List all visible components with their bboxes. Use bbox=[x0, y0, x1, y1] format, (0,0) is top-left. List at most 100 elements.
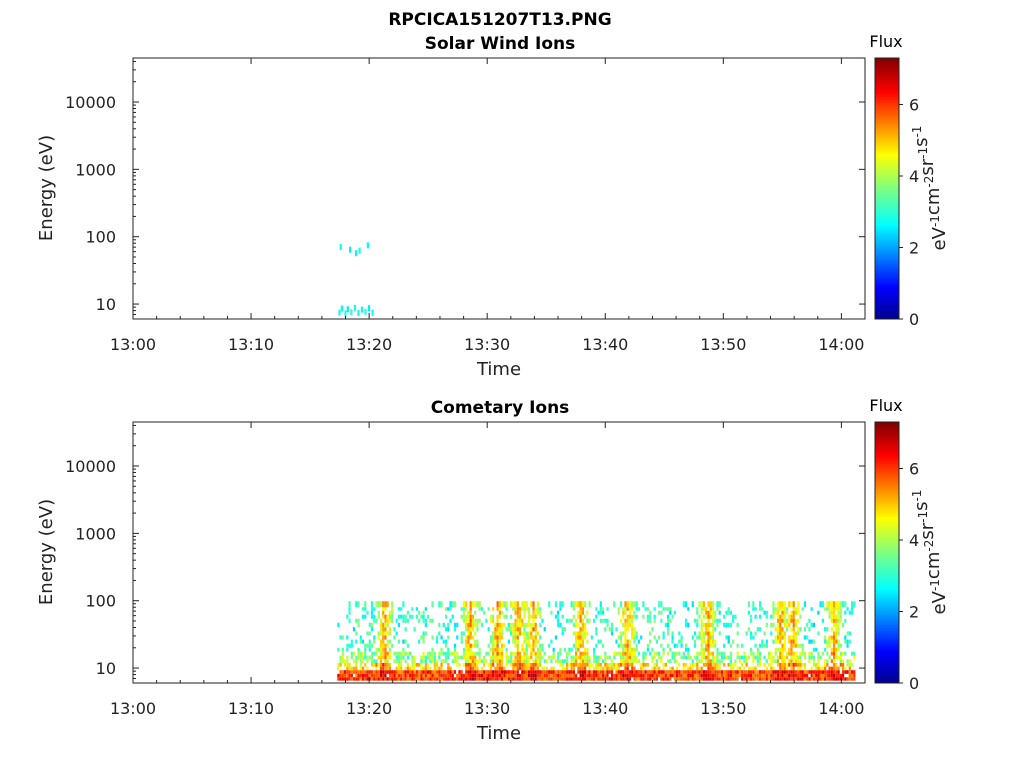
heatmap-cell bbox=[509, 601, 513, 608]
heatmap-cell bbox=[736, 643, 739, 648]
heatmap-cell bbox=[830, 607, 833, 611]
heatmap-cell bbox=[828, 639, 831, 644]
heatmap-cell bbox=[709, 635, 712, 640]
heatmap-cell bbox=[489, 659, 492, 663]
heatmap-cell bbox=[561, 673, 564, 678]
heatmap-cell bbox=[521, 666, 524, 671]
heatmap-cell bbox=[758, 677, 762, 681]
heatmap-cell bbox=[370, 659, 374, 663]
heatmap-cell bbox=[590, 635, 593, 640]
heatmap-cell bbox=[429, 677, 432, 681]
heatmap-cell bbox=[469, 662, 472, 667]
heatmap-cell bbox=[536, 666, 540, 671]
heatmap-cell bbox=[348, 662, 351, 667]
heatmap-cell bbox=[404, 614, 407, 619]
heatmap-cell bbox=[492, 677, 495, 681]
heatmap-cell bbox=[633, 639, 636, 644]
heatmap-cell bbox=[458, 670, 461, 674]
heatmap-cell bbox=[402, 639, 405, 644]
heatmap-cell bbox=[698, 651, 701, 656]
heatmap-cell bbox=[792, 614, 795, 619]
heatmap-cell bbox=[745, 662, 748, 667]
heatmap-cell bbox=[833, 677, 836, 681]
heatmap-cell bbox=[718, 670, 721, 674]
heatmap-cell bbox=[424, 662, 427, 667]
heatmap-cell bbox=[646, 647, 650, 652]
heatmap-cell bbox=[568, 670, 571, 674]
heatmap-cell bbox=[702, 647, 706, 652]
heatmap-cell bbox=[716, 677, 719, 681]
heatmap-cell bbox=[806, 673, 809, 678]
heatmap-cell bbox=[350, 666, 353, 671]
heatmap-cell bbox=[727, 639, 730, 644]
heatmap-cell bbox=[810, 607, 813, 611]
heatmap-cell bbox=[597, 659, 600, 663]
heatmap-cell bbox=[478, 677, 481, 681]
heatmap-cell bbox=[505, 614, 508, 619]
heatmap-cell bbox=[833, 614, 836, 619]
heatmap-cell bbox=[604, 666, 607, 671]
y-tick-label: 1000 bbox=[75, 160, 116, 179]
heatmap-cell bbox=[590, 670, 593, 674]
heatmap-cell bbox=[841, 622, 845, 628]
heatmap-cell bbox=[821, 677, 824, 681]
heatmap-cell bbox=[557, 677, 560, 681]
heatmap-cell bbox=[370, 627, 374, 632]
heatmap-cell bbox=[830, 647, 833, 652]
heatmap-cell bbox=[691, 659, 694, 663]
heatmap-cell bbox=[696, 622, 699, 628]
heatmap-cell bbox=[501, 631, 504, 636]
heatmap-cell bbox=[801, 607, 804, 611]
heatmap-cell bbox=[518, 655, 522, 660]
heatmap-cell bbox=[352, 659, 356, 663]
heatmap-cell bbox=[767, 651, 771, 656]
heatmap-cell bbox=[353, 304, 356, 311]
heatmap-cell bbox=[696, 673, 699, 678]
heatmap-cell bbox=[543, 677, 546, 681]
heatmap-cell bbox=[738, 659, 741, 663]
heatmap-cell bbox=[364, 607, 367, 611]
heatmap-cell bbox=[799, 662, 802, 667]
heatmap-cell bbox=[833, 610, 836, 615]
heatmap-cell bbox=[456, 651, 459, 656]
heatmap-cell bbox=[348, 618, 351, 623]
heatmap-cell bbox=[624, 643, 627, 648]
heatmap-cell bbox=[584, 659, 587, 663]
heatmap-cell bbox=[729, 643, 733, 648]
heatmap-cell bbox=[671, 614, 674, 619]
heatmap-cell bbox=[384, 631, 387, 636]
heatmap-cell bbox=[806, 677, 809, 681]
heatmap-cell bbox=[752, 677, 755, 681]
heatmap-cell bbox=[498, 655, 501, 660]
heatmap-cell bbox=[478, 670, 481, 674]
heatmap-cell bbox=[388, 647, 392, 652]
heatmap-cell bbox=[850, 677, 854, 681]
heatmap-cell bbox=[433, 666, 436, 671]
heatmap-cell bbox=[375, 659, 378, 663]
heatmap-cell bbox=[581, 655, 584, 660]
heatmap-cell bbox=[539, 673, 542, 678]
heatmap-cell bbox=[426, 651, 430, 656]
heatmap-cell bbox=[635, 673, 638, 678]
heatmap-cell bbox=[338, 309, 341, 316]
heatmap-cell bbox=[835, 673, 838, 678]
heatmap-cell bbox=[797, 601, 800, 608]
heatmap-cell bbox=[543, 670, 546, 674]
heatmap-cell bbox=[691, 662, 694, 667]
heatmap-cell bbox=[830, 614, 833, 619]
heatmap-cell bbox=[716, 622, 719, 628]
heatmap-cell bbox=[554, 670, 558, 674]
heatmap-cell bbox=[792, 655, 795, 660]
heatmap-cell bbox=[505, 677, 508, 681]
heatmap-cell bbox=[637, 670, 641, 674]
heatmap-cell bbox=[747, 655, 750, 660]
x-tick-label: 13:20 bbox=[346, 699, 392, 718]
heatmap-cell bbox=[658, 666, 661, 671]
heatmap-cell bbox=[532, 666, 535, 671]
heatmap-cell bbox=[492, 670, 495, 674]
heatmap-cell bbox=[626, 677, 629, 681]
heatmap-cell bbox=[364, 647, 367, 652]
heatmap-cell bbox=[700, 643, 703, 648]
heatmap-cell bbox=[774, 673, 777, 678]
heatmap-cell bbox=[835, 670, 838, 674]
